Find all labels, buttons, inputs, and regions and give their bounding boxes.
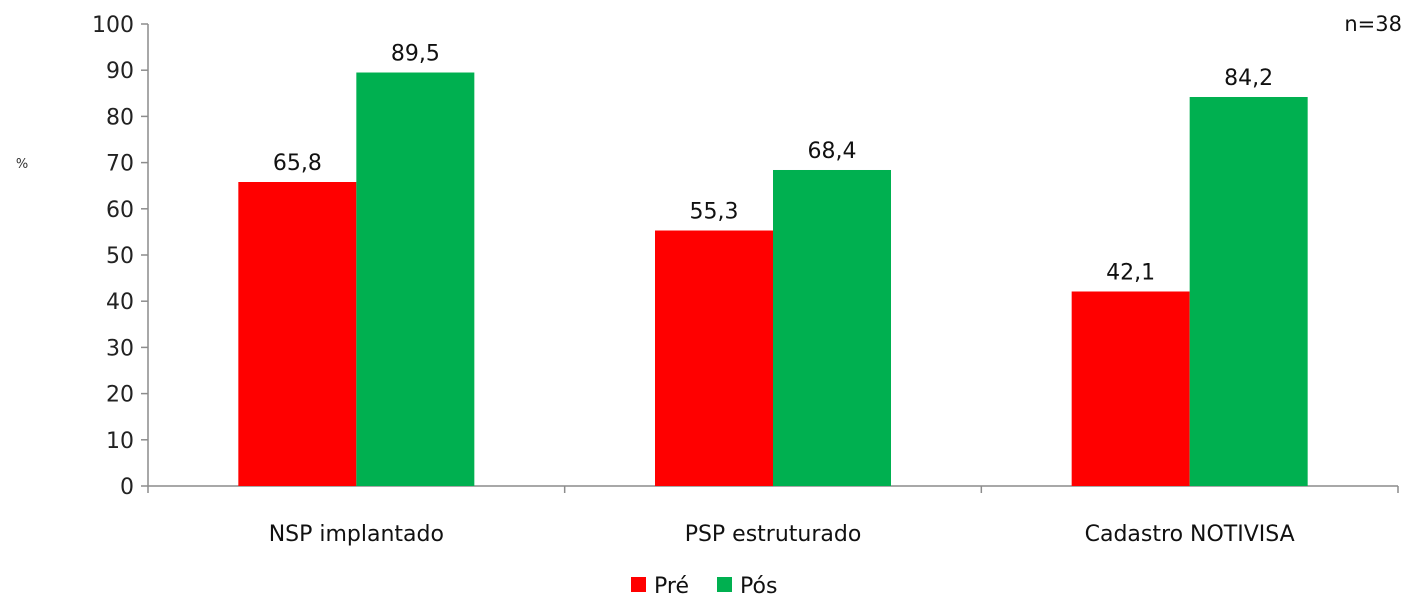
category-label: PSP estruturado	[685, 522, 862, 547]
y-tick-label: 100	[92, 13, 134, 38]
y-tick-label: 80	[106, 105, 134, 130]
data-label: 89,5	[391, 42, 440, 67]
legend-swatch	[717, 577, 732, 592]
y-tick-label: 0	[120, 475, 134, 500]
y-tick-label: 70	[106, 152, 134, 177]
data-label: 68,4	[808, 139, 857, 164]
data-label: 84,2	[1224, 66, 1273, 91]
bar	[238, 182, 357, 486]
bar	[1189, 96, 1308, 486]
y-axis: 0 10 20 30 40 50 60 70 80 90 100	[92, 13, 149, 500]
bar-series: 65,8 89,5 55,3 68,4 42,1 84,2	[238, 42, 1308, 486]
y-tick-label: 60	[106, 198, 134, 223]
y-axis-label: %	[16, 157, 28, 172]
legend-label: Pós	[740, 574, 777, 599]
bar	[655, 230, 773, 486]
category-label: Cadastro NOTIVISA	[1085, 522, 1295, 547]
y-tick-label: 20	[106, 383, 134, 408]
bar	[356, 72, 475, 486]
bar	[1071, 291, 1190, 486]
legend-swatch	[631, 577, 646, 592]
legend-label: Pré	[654, 574, 689, 599]
y-tick-label: 10	[106, 429, 134, 454]
y-tick-label: 90	[106, 59, 134, 84]
x-axis: NSP implantado PSP estruturado Cadastro NO…	[147, 485, 1399, 547]
legend: Pré Pós	[631, 574, 777, 599]
bar	[773, 169, 891, 486]
data-label: 65,8	[273, 151, 322, 176]
data-label: 55,3	[690, 200, 739, 225]
y-tick-label: 40	[106, 290, 134, 315]
data-label: 42,1	[1106, 260, 1155, 285]
sample-size-annotation: n=38	[1344, 12, 1402, 36]
category-label: NSP implantado	[269, 522, 444, 547]
y-tick-label: 50	[106, 244, 134, 269]
y-tick-label: 30	[106, 336, 134, 361]
